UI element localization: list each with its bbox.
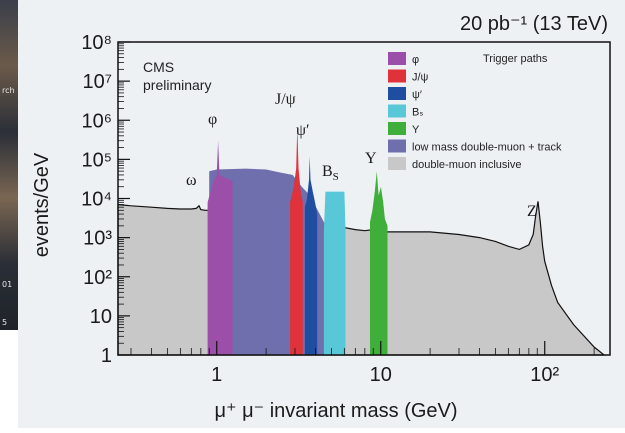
legend-swatch-inclusive bbox=[388, 157, 406, 170]
series-area-bs bbox=[323, 191, 346, 355]
peak-label-phi: φ bbox=[208, 111, 217, 128]
figure-panel: 20 pb⁻¹ (13 TeV) 1 10 10² 10³ 10⁴ 10⁵ 10⁶ 10⁷ 10… bbox=[18, 0, 625, 428]
y-tick-label: 10³ bbox=[83, 228, 112, 250]
y-tick-label: 10⁴ bbox=[81, 189, 112, 211]
legend-label-bs: Bₛ bbox=[412, 107, 423, 119]
bs-subscript: S bbox=[333, 171, 339, 183]
photo-text-fragment: 01 bbox=[2, 280, 13, 289]
legend-swatch-bs bbox=[388, 104, 406, 118]
peak-label-upsilon: Υ bbox=[365, 150, 377, 167]
bs-main: B bbox=[322, 163, 333, 180]
y-axis-title: events/GeV bbox=[31, 152, 53, 257]
legend-swatch-psiprime bbox=[388, 87, 406, 100]
plot-area: 1 10 10² 10³ 10⁴ 10⁵ 10⁶ 10⁷ 10⁸ 1 10 10² bbox=[81, 32, 611, 386]
photo-text-fragment: 5 bbox=[2, 318, 8, 327]
peak-label-jpsi: J/ψ bbox=[275, 91, 296, 108]
legend-label-phi: φ bbox=[412, 54, 419, 66]
luminosity-label: 20 pb⁻¹ (13 TeV) bbox=[460, 13, 608, 35]
y-tick-label: 10⁷ bbox=[83, 71, 112, 93]
y-tick-label: 10⁶ bbox=[82, 110, 112, 132]
legend-label-psiprime: ψ′ bbox=[412, 89, 422, 101]
series-layer bbox=[117, 126, 606, 356]
photo-text-fragment: rch bbox=[2, 86, 15, 95]
legend-label-jpsi: J/ψ bbox=[412, 72, 429, 84]
y-tick-label: 10⁸ bbox=[81, 32, 112, 54]
legend-label-upsilon: Υ bbox=[412, 124, 420, 136]
ticks-layer: 1 10 10² 10³ 10⁴ 10⁵ 10⁶ 10⁷ 10⁸ 1 10 10² bbox=[81, 32, 595, 386]
background-photo-strip: rch 01 5 bbox=[0, 0, 18, 330]
legend-label-inclusive: double-muon inclusive bbox=[412, 159, 521, 171]
legend-swatch-phi bbox=[388, 52, 406, 65]
peak-label-omega: ω bbox=[186, 172, 197, 189]
peak-label-bs: BS bbox=[322, 163, 339, 183]
peak-label-psiprime: ψ′ bbox=[296, 122, 310, 139]
peak-label-z: Z bbox=[527, 203, 537, 220]
legend-swatch-upsilon bbox=[388, 122, 406, 135]
legend-swatch-jpsi bbox=[388, 69, 406, 83]
y-tick-label: 10 bbox=[90, 306, 112, 328]
x-tick-label: 10 bbox=[370, 364, 392, 386]
series-area-upsilon bbox=[370, 171, 388, 355]
y-tick-label: 1 bbox=[101, 345, 112, 367]
legend-swatch-lowmass bbox=[388, 139, 406, 153]
series-area-phi bbox=[207, 140, 233, 355]
x-tick-label: 1 bbox=[211, 364, 222, 386]
series-area-jpsi bbox=[290, 126, 303, 355]
x-tick-label: 10² bbox=[530, 364, 559, 386]
series-area-psiprime bbox=[304, 156, 318, 355]
y-tick-label: 10⁵ bbox=[81, 149, 112, 171]
preliminary-label: preliminary bbox=[143, 77, 211, 93]
x-axis-title: μ⁺ μ⁻ invariant mass (GeV) bbox=[214, 400, 457, 422]
y-tick-label: 10² bbox=[83, 267, 112, 289]
cms-label: CMS bbox=[143, 59, 174, 75]
trigger-paths-label: Trigger paths bbox=[483, 53, 548, 65]
legend-label-lowmass: low mass double-muon + track bbox=[412, 142, 562, 154]
mass-spectrum-chart: 20 pb⁻¹ (13 TeV) 1 10 10² 10³ 10⁴ 10⁵ 10⁶ 10⁷ 10… bbox=[31, 13, 611, 422]
